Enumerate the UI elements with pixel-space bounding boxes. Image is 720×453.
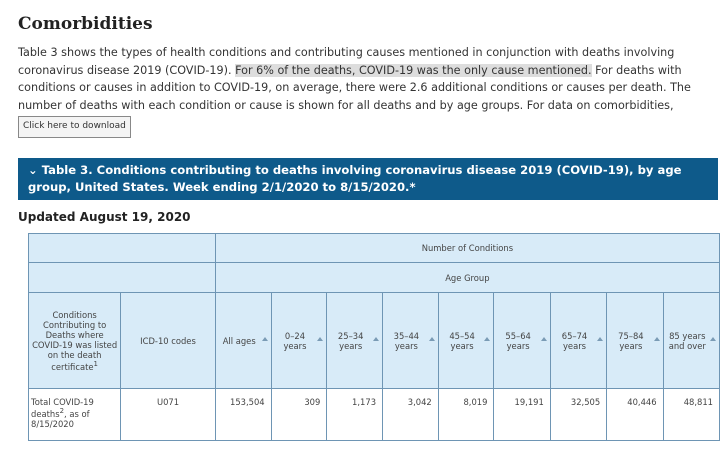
section-title: Comorbidities	[18, 14, 153, 34]
button-label: Click here to download	[23, 121, 126, 132]
label-text: , as of 8/15/2020	[31, 408, 90, 429]
header-row: Conditions Contributing to Deaths where …	[27, 292, 720, 389]
count-cell: 40,446	[606, 388, 664, 441]
download-button[interactable]: Click here to download	[18, 116, 131, 138]
age-header[interactable]: 65–74 years	[549, 292, 608, 389]
header-row: Number of Conditions	[28, 233, 720, 263]
footnote-mark: 2	[59, 407, 65, 415]
header-text: Conditions Contributing to Deaths where …	[32, 309, 118, 372]
header-cell	[28, 262, 216, 293]
count-cell: 3,042	[382, 388, 439, 441]
code-header: ICD-10 codes	[120, 292, 216, 389]
count-cell: 8,019	[437, 388, 495, 441]
data-row: Total COVID-19 deaths2, as of 8/15/2020 U…	[27, 388, 720, 441]
header-row: Age Group	[28, 262, 720, 293]
intro-paragraph: Table 3 shows the types of health condit…	[18, 44, 708, 138]
updated-date: Updated August 19, 2020	[18, 210, 191, 224]
icd-code: U071	[120, 388, 216, 441]
data-table: Number of Conditions Age Group Condition…	[27, 233, 720, 441]
age-header[interactable]: 55–64 years	[493, 292, 551, 389]
intro-text: Table 3 shows the types of health condit…	[18, 46, 675, 77]
label-text: Total COVID-19 deaths	[31, 397, 94, 419]
age-header[interactable]: 85 years and over	[662, 292, 720, 389]
count-cell: 153,504	[214, 388, 272, 441]
count-cell: 48,811	[662, 388, 720, 441]
count-cell: 32,505	[549, 388, 608, 441]
count-cell: 1,173	[326, 388, 384, 441]
table-toggle[interactable]: ⌄ Table 3. Conditions contributing to de…	[18, 158, 718, 200]
age-header[interactable]: 25–34 years	[326, 292, 384, 389]
age-header[interactable]: 75–84 years	[606, 292, 664, 389]
age-header[interactable]: 35–44 years	[382, 292, 439, 389]
table-title: Table 3. Conditions contributing to deat…	[28, 163, 682, 194]
group-header: Number of Conditions	[214, 233, 720, 263]
subgroup-header: Age Group	[214, 262, 720, 293]
condition-header: Conditions Contributing to Deaths where …	[27, 292, 122, 389]
count-cell: 19,191	[493, 388, 551, 441]
row-label: Total COVID-19 deaths2, as of 8/15/2020	[27, 388, 122, 441]
age-header[interactable]: 45–54 years	[437, 292, 495, 389]
age-header[interactable]: 0–24 years	[270, 292, 328, 389]
age-header[interactable]: All ages	[214, 292, 272, 389]
count-cell: 309	[270, 388, 328, 441]
intro-highlight: For 6% of the deaths, COVID-19 was the o…	[235, 63, 592, 77]
header-cell	[28, 233, 216, 263]
intro-text: For deaths with conditions or causes in …	[18, 63, 691, 112]
footnote-mark: 1	[93, 359, 98, 368]
